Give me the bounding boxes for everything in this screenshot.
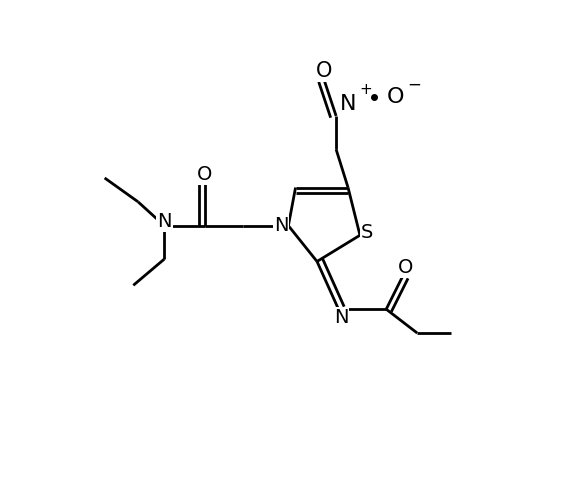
Text: S: S bbox=[361, 223, 374, 242]
Text: N: N bbox=[340, 94, 356, 114]
Text: O: O bbox=[316, 60, 332, 81]
Text: N: N bbox=[333, 308, 348, 327]
Text: O: O bbox=[387, 87, 404, 107]
Text: N: N bbox=[157, 212, 172, 231]
Text: −: − bbox=[407, 75, 421, 94]
Text: +: + bbox=[359, 82, 372, 97]
Text: O: O bbox=[197, 165, 213, 184]
Text: O: O bbox=[398, 258, 413, 276]
Text: N: N bbox=[274, 216, 288, 235]
